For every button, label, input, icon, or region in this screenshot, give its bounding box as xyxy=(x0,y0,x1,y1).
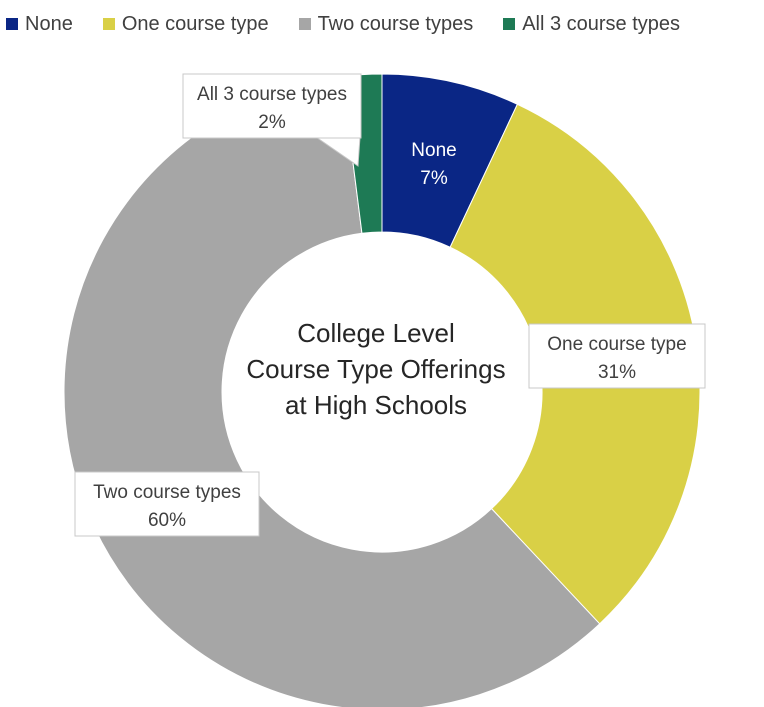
data-label-value: 60% xyxy=(148,510,186,531)
data-label-all-3-course-types: All 3 course types 2% xyxy=(182,73,362,167)
legend-label-all-3-course-types: All 3 course types xyxy=(522,12,681,35)
data-label-box xyxy=(74,471,260,537)
data-label-none: None 7% xyxy=(411,140,456,189)
data-label-category: Two course types xyxy=(93,482,241,503)
legend-swatch-two-course-types xyxy=(298,18,311,30)
legend-item-one-course-type: One course type xyxy=(102,12,269,36)
chart-title-line: at High Schools xyxy=(285,390,467,420)
data-label-category: All 3 course types xyxy=(197,84,347,105)
data-label-value: 2% xyxy=(258,112,286,133)
legend-item-all-3-course-types: All 3 course types xyxy=(503,13,680,36)
data-label-box xyxy=(528,323,706,389)
data-label-one-course-type: One course type 31% xyxy=(528,323,706,389)
legend-label-two-course-types: Two course types xyxy=(317,12,474,35)
data-label-box xyxy=(182,73,362,139)
data-label-value: 31% xyxy=(598,362,636,383)
data-label-category: One course type xyxy=(547,334,686,355)
legend-item-two-course-types: Two course types xyxy=(298,12,474,36)
legend-item-none: None xyxy=(6,13,73,36)
legend-label-none: None xyxy=(25,12,73,35)
legend-swatch-one-course-type xyxy=(102,18,115,30)
data-label-category: None xyxy=(411,140,456,161)
data-label-value: 7% xyxy=(420,168,448,189)
chart-title-line: College Level xyxy=(297,318,455,348)
legend-swatch-all-3-course-types xyxy=(503,18,516,30)
chart-legend: None One course type Two course types All 3… xyxy=(6,10,762,38)
chart-title-line: Course Type Offerings xyxy=(246,354,505,384)
legend-label-one-course-type: One course type xyxy=(121,12,269,35)
chart-title: College Level Course Type Offerings at Hig… xyxy=(246,318,505,420)
legend-swatch-none xyxy=(6,18,18,30)
data-label-two-course-types: Two course types 60% xyxy=(74,471,260,537)
